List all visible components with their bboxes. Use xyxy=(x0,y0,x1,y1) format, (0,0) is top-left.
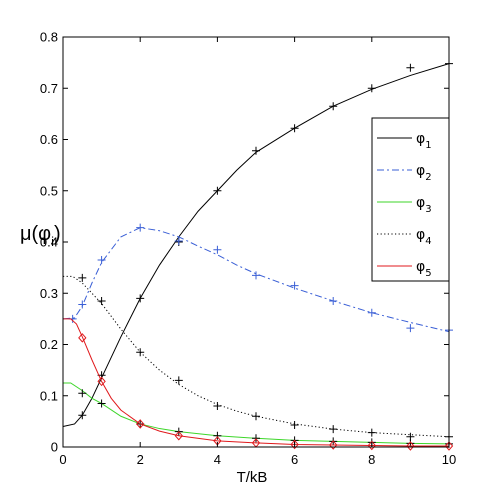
data-point xyxy=(174,236,183,245)
x-axis-label: T/kB xyxy=(237,469,268,486)
data-point xyxy=(406,324,415,333)
y-tick-label: 0.2 xyxy=(40,337,58,352)
data-point xyxy=(97,255,106,264)
y-tick-label: 0.8 xyxy=(40,30,58,45)
data-point xyxy=(406,441,415,451)
x-tick-label: 10 xyxy=(442,452,456,467)
data-point xyxy=(329,425,338,434)
data-point xyxy=(367,428,376,437)
data-point xyxy=(290,281,299,290)
x-tick-label: 2 xyxy=(137,452,144,467)
data-point xyxy=(136,223,145,232)
data-point xyxy=(406,63,415,72)
series-line-1 xyxy=(62,63,450,427)
series-line-2 xyxy=(62,227,450,333)
legend-label: φ5 xyxy=(416,259,432,279)
data-point xyxy=(329,440,338,450)
data-point xyxy=(78,411,87,420)
y-tick-label: 0.4 xyxy=(40,235,58,250)
data-point xyxy=(367,84,376,93)
data-point xyxy=(213,402,222,410)
data-point xyxy=(367,440,376,451)
data-point xyxy=(252,271,260,280)
legend-label: φ3 xyxy=(416,195,432,215)
data-point xyxy=(174,430,183,441)
y-axis-label-close: ) xyxy=(54,223,61,245)
y-tick-label: 0.5 xyxy=(40,183,58,198)
legend-label: φ2 xyxy=(416,163,432,183)
data-point xyxy=(252,412,260,421)
y-tick-label: 0.7 xyxy=(40,81,58,96)
x-tick-label: 8 xyxy=(368,452,375,467)
legend-entry-3: φ3 xyxy=(377,195,432,215)
legend-box xyxy=(371,117,450,282)
data-point xyxy=(290,439,299,450)
y-tick-label: 0.6 xyxy=(40,132,58,147)
legend-entry-2: φ2 xyxy=(377,163,432,183)
data-point xyxy=(213,431,222,440)
data-point xyxy=(290,124,299,133)
data-point xyxy=(213,245,222,254)
data-point xyxy=(136,294,145,303)
data-point xyxy=(97,296,106,305)
svg-text:μ(φi): μ(φi) xyxy=(20,223,61,249)
data-point xyxy=(329,102,338,111)
data-point xyxy=(78,300,87,309)
x-tick-label: 0 xyxy=(59,452,66,467)
data-point xyxy=(406,432,415,441)
x-tick-label: 6 xyxy=(291,452,298,467)
data-point xyxy=(174,376,183,385)
data-point xyxy=(329,296,338,305)
legend-entry-1: φ1 xyxy=(377,131,432,151)
legend-label: φ1 xyxy=(416,131,432,151)
data-point xyxy=(444,441,454,451)
legend-label: φ4 xyxy=(416,227,432,247)
y-tick-label: 0.3 xyxy=(40,286,58,301)
data-point xyxy=(252,146,260,155)
data-point xyxy=(213,186,222,195)
series-line-3 xyxy=(63,382,450,445)
data-point xyxy=(97,399,106,408)
y-axis-label: μ(φi) xyxy=(20,223,61,249)
y-tick-label: 0 xyxy=(51,440,58,455)
y-tick-label: 0.1 xyxy=(40,388,58,403)
data-point xyxy=(136,348,145,357)
series-line-4 xyxy=(63,275,450,438)
y-axis-label-subscript: i xyxy=(51,234,54,249)
data-point xyxy=(290,420,299,429)
data-point xyxy=(136,419,145,429)
x-tick-label: 4 xyxy=(214,452,221,467)
data-point xyxy=(78,333,87,343)
data-point xyxy=(78,389,87,398)
data-point xyxy=(97,376,106,387)
y-axis-label-main: μ(φ xyxy=(20,223,51,245)
legend-entry-5: φ5 xyxy=(377,259,432,279)
data-point xyxy=(78,273,87,282)
legend: φ1 φ2 φ3 φ4 φ5 xyxy=(371,117,450,282)
data-point xyxy=(367,308,376,317)
legend-entry-4: φ4 xyxy=(377,227,432,247)
plot-area xyxy=(62,59,454,451)
